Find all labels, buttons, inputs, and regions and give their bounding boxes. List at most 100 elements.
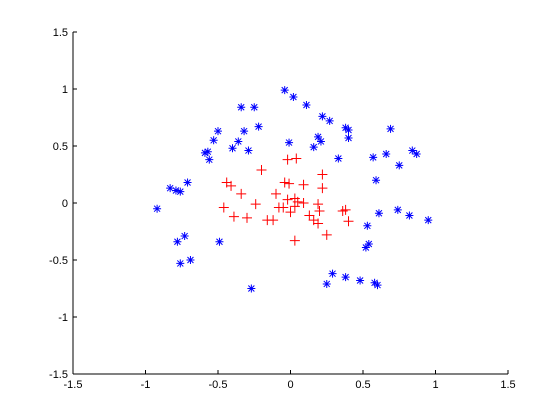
point — [408, 146, 417, 155]
x-tick-label: 1 — [432, 379, 438, 391]
point — [364, 240, 373, 249]
point — [250, 199, 261, 210]
y-tick-label: 1.5 — [53, 27, 68, 39]
point — [278, 202, 289, 213]
point — [309, 143, 318, 152]
point — [289, 235, 300, 246]
point — [271, 188, 281, 199]
point — [228, 144, 237, 153]
point — [176, 187, 185, 196]
point — [340, 204, 351, 215]
point — [203, 147, 212, 156]
point — [314, 132, 323, 141]
point — [268, 215, 279, 226]
point — [356, 276, 365, 285]
x-tick-label: 0 — [287, 379, 293, 391]
point — [205, 155, 214, 164]
point — [279, 177, 290, 188]
point — [322, 279, 331, 288]
point — [285, 138, 294, 147]
point — [254, 122, 263, 131]
point — [302, 100, 311, 109]
y-tick-label: 0.5 — [53, 141, 68, 153]
point — [341, 273, 350, 282]
point — [373, 281, 382, 290]
y-tick-label: 0 — [62, 198, 68, 210]
point — [215, 237, 224, 246]
point — [321, 229, 332, 240]
point — [237, 103, 246, 112]
point — [393, 205, 402, 214]
point — [318, 112, 327, 121]
point — [186, 256, 195, 264]
x-tick-label: -0.5 — [209, 379, 228, 391]
point — [298, 179, 309, 190]
point — [214, 127, 222, 136]
point — [337, 205, 348, 216]
point — [291, 153, 302, 164]
point — [369, 153, 378, 162]
point — [334, 154, 343, 163]
point — [374, 209, 383, 218]
point — [176, 259, 185, 268]
point — [200, 148, 209, 157]
point — [343, 216, 354, 227]
point — [314, 205, 325, 216]
point — [250, 103, 259, 112]
point — [236, 188, 247, 199]
point — [228, 211, 239, 222]
y-tick-label: 1 — [62, 84, 68, 96]
point — [424, 216, 433, 225]
point — [363, 221, 372, 230]
point — [284, 178, 295, 189]
point — [209, 136, 218, 145]
y-tick-label: -1.5 — [49, 369, 68, 381]
point — [328, 269, 337, 278]
point — [247, 284, 256, 293]
point — [325, 116, 334, 125]
x-tick-label: -1 — [141, 379, 151, 391]
x-tick-label: 1.5 — [500, 379, 515, 391]
point — [244, 146, 253, 155]
point — [289, 92, 298, 101]
point — [171, 186, 180, 195]
point — [313, 218, 324, 229]
point — [256, 164, 267, 175]
point — [316, 137, 325, 146]
point — [282, 154, 293, 165]
point — [280, 86, 289, 95]
point — [304, 210, 315, 221]
point — [242, 212, 252, 223]
point — [226, 180, 237, 191]
point — [386, 124, 395, 133]
point — [153, 204, 162, 213]
x-tick-label: 0.5 — [355, 379, 370, 391]
point — [313, 199, 324, 210]
point — [166, 184, 175, 193]
point — [218, 202, 229, 213]
point — [344, 126, 353, 135]
point — [240, 127, 249, 136]
y-tick-label: -0.5 — [49, 255, 68, 267]
point — [289, 193, 300, 204]
point — [317, 169, 328, 180]
point — [395, 161, 404, 170]
x-tick-label: -1.5 — [64, 379, 83, 391]
point — [298, 198, 309, 208]
point — [234, 137, 243, 146]
point — [180, 232, 189, 241]
point — [382, 149, 391, 158]
point — [344, 134, 353, 143]
y-tick-label: -1 — [58, 312, 68, 324]
point — [173, 237, 182, 246]
point — [361, 243, 370, 252]
point — [405, 211, 414, 220]
point — [372, 176, 381, 185]
point — [317, 183, 328, 194]
point — [183, 178, 192, 187]
point — [282, 194, 293, 205]
point — [285, 207, 296, 218]
point — [412, 149, 421, 158]
